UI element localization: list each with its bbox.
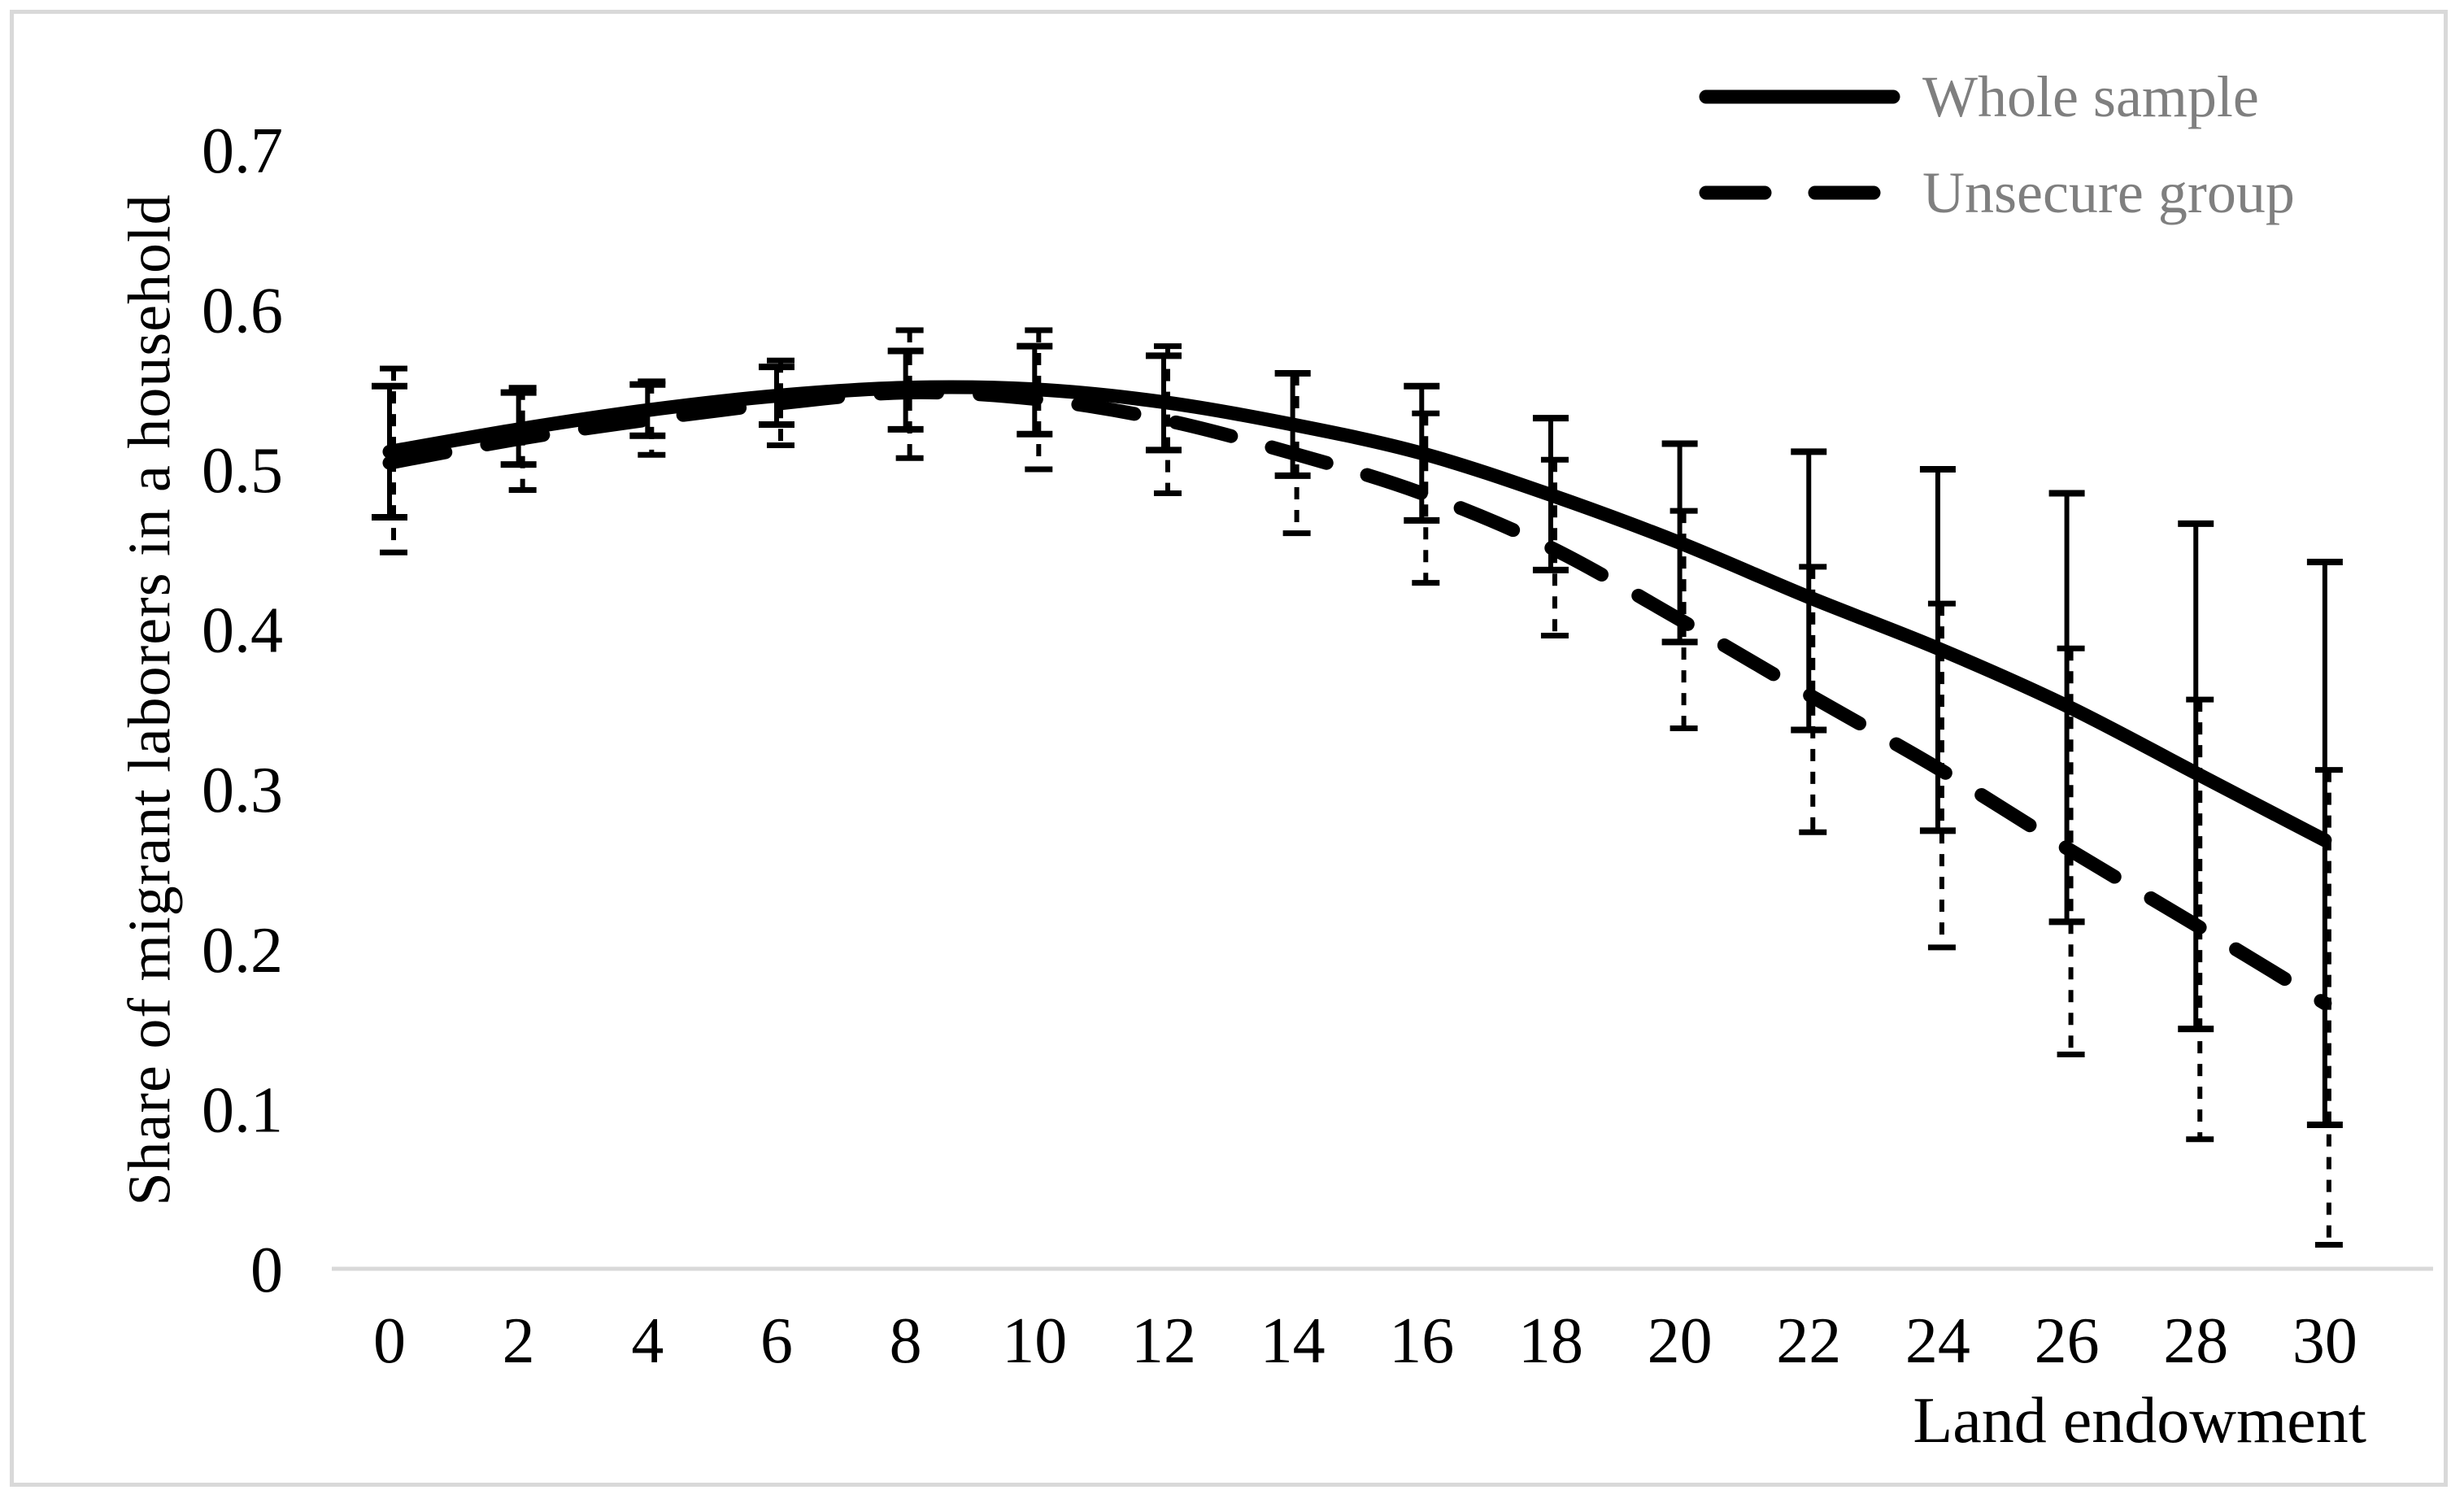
legend-label: Unsecure group [1922,159,2295,225]
x-tick-label: 18 [1518,1305,1583,1377]
x-tick-label: 4 [631,1305,664,1377]
y-tick-label: 0.6 [202,275,283,346]
y-tick-label: 0.7 [202,115,283,187]
y-tick-label: 0.5 [202,435,283,507]
legend-item-unsecure-group: Unsecure group [1698,145,2295,241]
y-tick-label: 0.3 [202,755,283,826]
legend: Whole sample Unsecure group [1698,49,2295,241]
x-tick-label: 8 [890,1305,922,1377]
y-tick-label: 0.1 [202,1074,283,1146]
x-tick-label: 0 [373,1305,406,1377]
x-axis-title: Land endowment [1913,1385,2366,1457]
x-tick-label: 26 [2035,1305,2100,1377]
legend-label: Whole sample [1922,63,2259,129]
y-tick-label: 0.4 [202,595,283,667]
x-tick-label: 20 [1648,1305,1713,1377]
x-tick-label: 24 [1905,1305,1970,1377]
x-tick-label: 14 [1260,1305,1326,1377]
x-tick-label: 10 [1002,1305,1067,1377]
dashed-line-swatch-icon [1699,185,1900,200]
x-tick-label: 22 [1776,1305,1841,1377]
solid-line-swatch-icon [1699,89,1900,104]
x-tick-label: 28 [2163,1305,2228,1377]
y-tick-label: 0.2 [202,915,283,987]
x-tick-label: 2 [503,1305,535,1377]
x-tick-label: 16 [1389,1305,1454,1377]
legend-item-whole-sample: Whole sample [1698,49,2295,145]
whole-sample-line [382,380,2332,847]
y-axis-title: Share of migrant laborers in a household [116,194,184,1206]
x-tick-label: 12 [1131,1305,1196,1377]
unsecure-group-line [382,385,2332,1011]
y-tick-label: 0 [250,1235,283,1306]
x-tick-label: 6 [760,1305,793,1377]
x-tick-label: 30 [2292,1305,2357,1377]
